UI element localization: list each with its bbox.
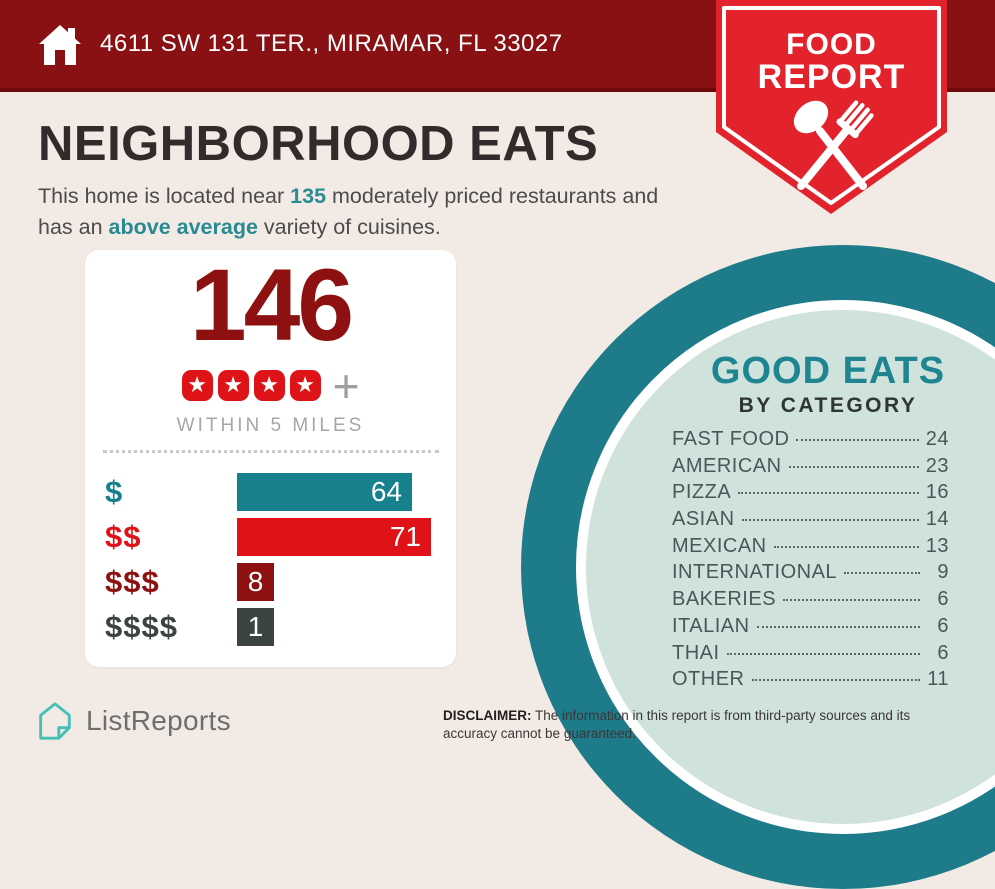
category-count: 23 bbox=[925, 454, 949, 477]
category-row: FAST FOOD 24 bbox=[672, 428, 949, 455]
listreports-logo-icon bbox=[39, 702, 71, 740]
price-bar: 8 bbox=[237, 563, 274, 601]
variety-rating: above average bbox=[108, 215, 258, 239]
category-list: FAST FOOD 24 AMERICAN 23 PIZZA 16 ASIAN 14 MEXIC… bbox=[672, 428, 949, 695]
dot-leader bbox=[796, 439, 919, 441]
dot-leader bbox=[751, 679, 920, 682]
price-bar-value: 1 bbox=[247, 611, 264, 642]
category-row: ASIAN 14 bbox=[672, 508, 949, 535]
dot-leader bbox=[738, 492, 919, 495]
category-name: ASIAN bbox=[672, 508, 735, 531]
category-row: BAKERIES 6 bbox=[672, 588, 949, 615]
page-title: NEIGHBORHOOD EATS bbox=[38, 117, 599, 171]
price-bar-value: 71 bbox=[389, 521, 421, 552]
price-tier-label: $ bbox=[105, 474, 124, 509]
price-bar-row: $64 bbox=[105, 473, 456, 511]
category-name: FAST FOOD bbox=[672, 428, 790, 450]
category-count: 9 bbox=[937, 561, 949, 584]
good-eats-title: GOOD EATS bbox=[710, 350, 946, 392]
category-count: 6 bbox=[937, 641, 949, 664]
price-bar-value: 8 bbox=[247, 566, 264, 597]
category-count: 24 bbox=[925, 428, 949, 450]
good-eats-subtitle: BY CATEGORY bbox=[738, 393, 918, 417]
dot-leader bbox=[756, 625, 920, 628]
good-eats-header: GOOD EATS BY CATEGORY bbox=[663, 350, 993, 418]
star-rating: ★ ★ ★ ★ + bbox=[85, 359, 456, 412]
dot-leader bbox=[741, 519, 919, 522]
price-tier-label: $$$$ bbox=[105, 609, 178, 644]
category-name: AMERICAN bbox=[672, 454, 782, 477]
category-row: AMERICAN 23 bbox=[672, 455, 949, 482]
category-count: 6 bbox=[937, 614, 949, 637]
food-report-badge: FOOD REPORT bbox=[716, 0, 947, 216]
star-icon: ★ bbox=[181, 370, 213, 401]
radius-label: WITHIN 5 MILES bbox=[176, 415, 365, 436]
category-name: BAKERIES bbox=[672, 588, 777, 611]
category-name: ITALIAN bbox=[672, 614, 750, 637]
category-count: 16 bbox=[925, 481, 949, 504]
category-row: MEXICAN 13 bbox=[672, 535, 949, 562]
dot-leader bbox=[773, 545, 919, 548]
category-count: 6 bbox=[937, 588, 949, 611]
category-name: MEXICAN bbox=[672, 534, 767, 557]
price-tier-label: $$ bbox=[105, 519, 142, 554]
category-name: PIZZA bbox=[672, 481, 732, 504]
subtitle-line2: has an above average variety of cuisines… bbox=[38, 215, 441, 239]
star-icon: ★ bbox=[217, 370, 249, 401]
crossed-utensils-icon bbox=[793, 100, 874, 190]
category-count: 14 bbox=[925, 508, 949, 531]
category-row: OTHER 11 bbox=[672, 668, 949, 695]
category-count: 11 bbox=[927, 668, 949, 691]
dot-leader bbox=[726, 652, 920, 655]
star-icon: ★ bbox=[253, 370, 285, 401]
summary-card: 146 ★ ★ ★ ★ + WITHIN 5 MILES $64 $$ 71 $$$ 8 $$$$… bbox=[85, 250, 456, 667]
dot-leader bbox=[788, 465, 919, 468]
category-row: INTERNATIONAL 9 bbox=[672, 561, 949, 588]
home-icon bbox=[39, 25, 81, 65]
category-count: 13 bbox=[925, 534, 949, 557]
price-bar-row: $$$$ 1 bbox=[105, 608, 456, 646]
star-icon: ★ bbox=[289, 370, 321, 401]
price-bar: 1 bbox=[237, 608, 274, 646]
badge-title-line1: FOOD bbox=[786, 28, 877, 61]
listreports-logo: ListReports bbox=[34, 700, 231, 742]
price-bar: 71 bbox=[237, 518, 431, 556]
good-eats-circle-inner bbox=[576, 300, 995, 834]
dot-leader bbox=[844, 572, 920, 575]
category-name: THAI bbox=[672, 641, 720, 664]
subtitle-line1: This home is located near 135 moderately… bbox=[38, 184, 659, 208]
price-tier-label: $$$ bbox=[105, 564, 160, 599]
total-restaurant-count: 146 bbox=[189, 248, 354, 362]
price-bar: 64 bbox=[237, 473, 412, 511]
subtitle: This home is located near 135 moderately… bbox=[38, 181, 658, 243]
category-name: OTHER bbox=[672, 668, 745, 691]
category-row: ITALIAN 6 bbox=[672, 615, 949, 642]
disclaimer: DISCLAIMER: The information in this repo… bbox=[443, 708, 911, 742]
category-row: THAI 6 bbox=[672, 642, 949, 669]
badge-title-line2: REPORT bbox=[757, 58, 906, 96]
price-bar-row: $$$ 8 bbox=[105, 563, 456, 601]
price-bar-value: 64 bbox=[370, 476, 402, 507]
brand-name: ListReports bbox=[86, 705, 231, 736]
plus-icon: + bbox=[332, 359, 360, 412]
dot-leader bbox=[783, 599, 920, 602]
restaurant-count: 135 bbox=[290, 184, 327, 208]
category-name: INTERNATIONAL bbox=[672, 561, 838, 584]
property-address: 4611 SW 131 TER., MIRAMAR, FL 33027 bbox=[100, 30, 563, 57]
dotted-divider bbox=[103, 450, 439, 453]
price-bar-row: $$ 71 bbox=[105, 518, 456, 556]
price-bar-chart: $64 $$ 71 $$$ 8 $$$$ 1 bbox=[105, 473, 456, 653]
category-row: PIZZA 16 bbox=[672, 481, 949, 508]
